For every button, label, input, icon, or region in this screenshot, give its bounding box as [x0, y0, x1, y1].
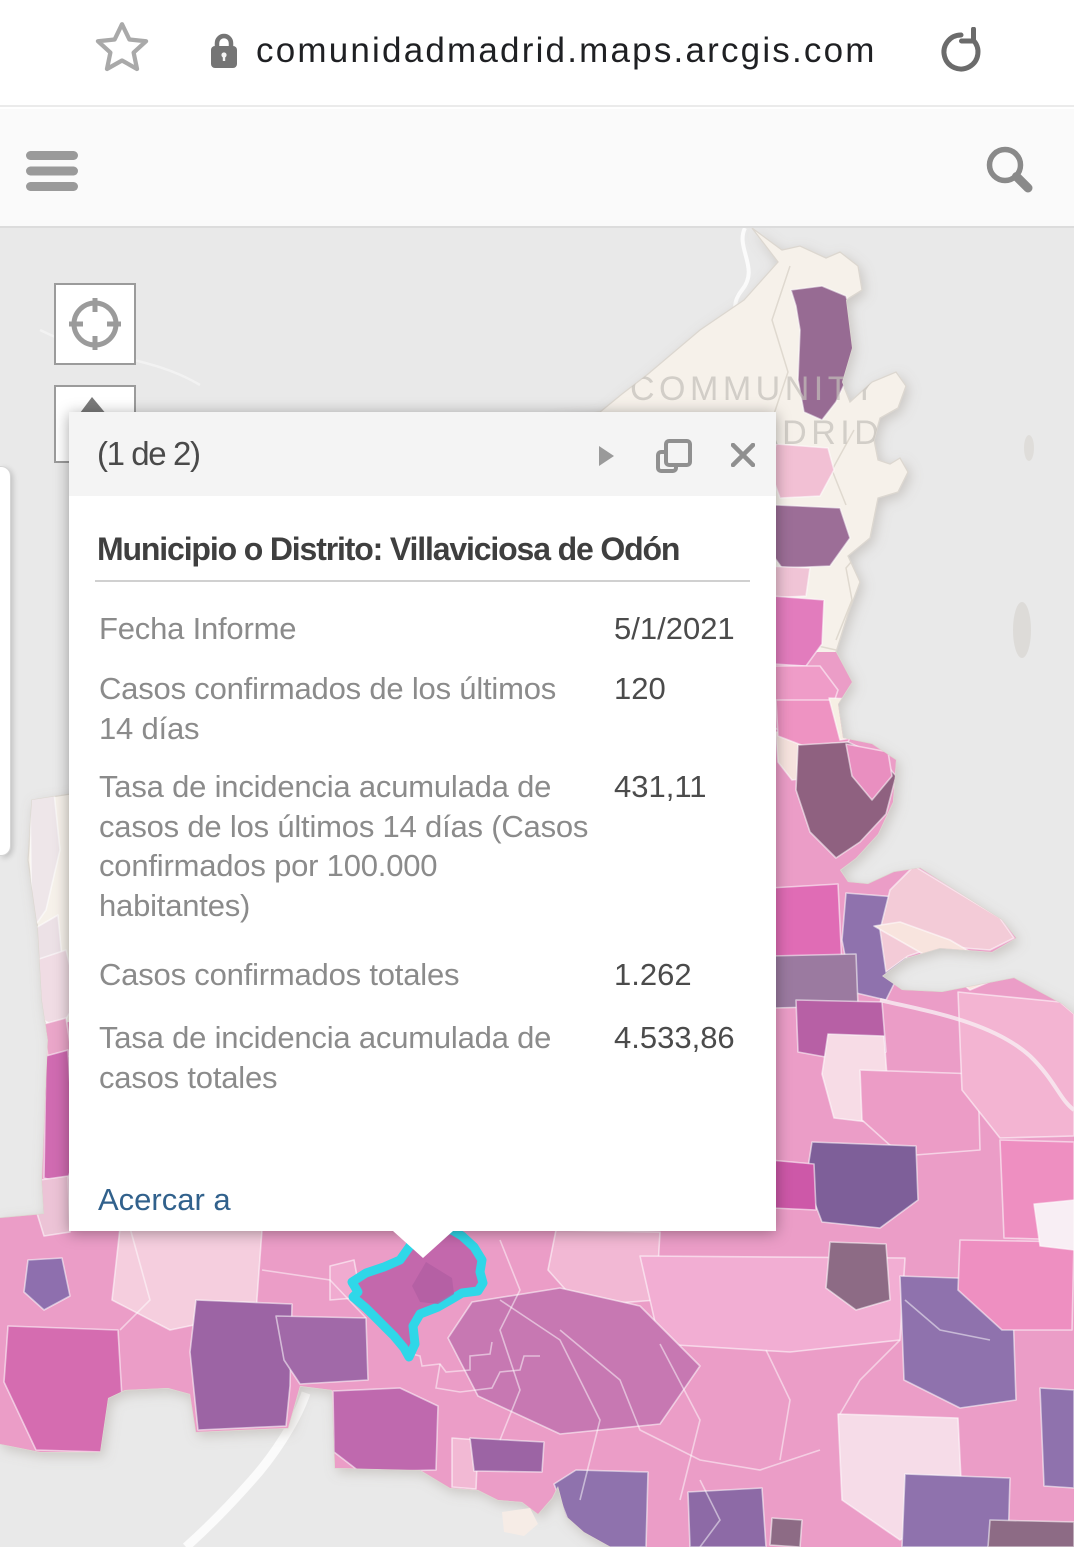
svg-text:COMMUNITY: COMMUNITY: [630, 370, 880, 408]
